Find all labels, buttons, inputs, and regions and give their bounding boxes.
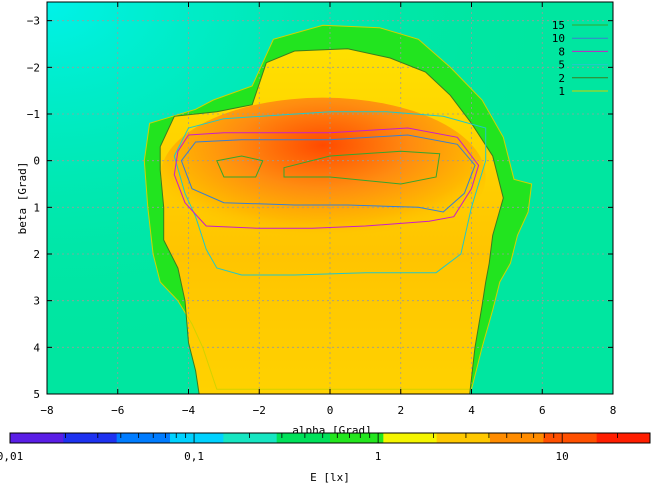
x-tick-label: −2 <box>253 404 266 417</box>
x-tick-label: 8 <box>610 404 617 417</box>
y-tick-label: −2 <box>27 61 40 74</box>
colorbar-band <box>276 433 331 443</box>
x-tick-label: 0 <box>327 404 334 417</box>
colorbar-band <box>330 433 384 443</box>
x-tick-label: 2 <box>397 404 404 417</box>
plot-area <box>47 2 613 394</box>
colorbar-label: E [lx] <box>310 471 350 483</box>
contour-line-5 <box>173 111 487 276</box>
colorbar-band <box>436 433 491 443</box>
colorbar-band <box>543 433 598 443</box>
x-tick-label: −8 <box>40 404 53 417</box>
colorbar-tick-label: 0,01 <box>0 450 23 463</box>
colorbar-band <box>63 433 118 443</box>
legend-label: 5 <box>558 59 565 72</box>
colorbar-band <box>490 433 544 443</box>
y-tick-label: 5 <box>33 388 40 401</box>
contour-line-15 <box>216 155 264 178</box>
y-axis-label: beta [Grad] <box>16 162 29 235</box>
colorbar-band <box>223 433 278 443</box>
y-tick-label: 2 <box>33 248 40 261</box>
colorbar-tick-label: 10 <box>556 450 569 463</box>
colorbar-band <box>596 433 651 443</box>
colorbar-band <box>383 433 438 443</box>
colorbar-tick-label: 0,1 <box>184 450 204 463</box>
x-tick-label: −6 <box>111 404 124 417</box>
colorbar-band <box>116 433 171 443</box>
x-tick-label: 4 <box>468 404 475 417</box>
y-tick-label: 4 <box>33 341 40 354</box>
legend-label: 15 <box>552 19 565 32</box>
contour-line-8 <box>173 127 480 229</box>
contour-line-10 <box>180 134 476 213</box>
x-tick-label: 6 <box>539 404 546 417</box>
y-tick-label: 3 <box>33 295 40 308</box>
contour-line-15 <box>283 150 441 185</box>
colorbar-band <box>10 433 64 443</box>
y-tick-label: −1 <box>27 108 40 121</box>
contour-line-1 <box>143 24 533 390</box>
y-tick-label: 0 <box>33 155 40 168</box>
contour-lines <box>143 24 533 394</box>
y-tick-label: −3 <box>27 15 40 28</box>
grid <box>47 2 613 394</box>
colorbar-tick-label: 1 <box>375 450 382 463</box>
y-tick-label: 1 <box>33 201 40 214</box>
colorbar: 0,01 0,1 1 10 <box>0 432 651 463</box>
legend-label: 10 <box>552 32 565 45</box>
x-axis: −8 −6 −4 −2 0 2 4 6 8 <box>40 2 616 417</box>
colorbar-band <box>170 433 224 443</box>
legend-label: 8 <box>558 45 565 58</box>
legend-label: 2 <box>558 72 565 85</box>
legend-label: 1 <box>558 85 565 98</box>
x-tick-label: −4 <box>182 404 196 417</box>
contour-line-2 <box>159 48 504 394</box>
